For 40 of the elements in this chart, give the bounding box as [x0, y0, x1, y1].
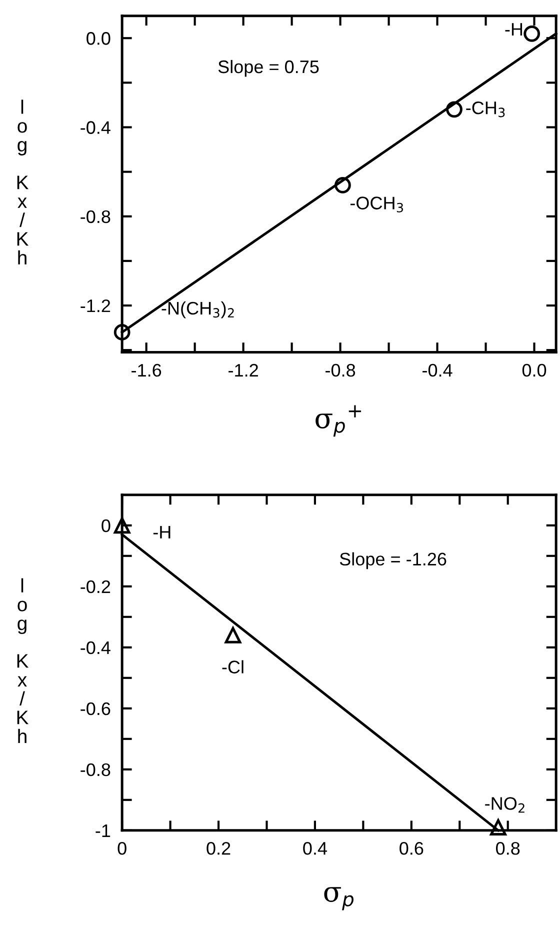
- x-tick-label: 0.8: [496, 842, 520, 855]
- x-tick-label: -1.6: [132, 364, 162, 377]
- annotation: -OCH$_{3}$: [350, 196, 403, 212]
- y-tick-label: -1: [96, 824, 110, 837]
- x-tick-label: 0.6: [400, 842, 424, 855]
- annotation: Slope = -1.26: [340, 552, 446, 570]
- x-tick-label: 0: [118, 842, 126, 855]
- x-tick-label: 0.4: [303, 842, 327, 855]
- point: [490, 819, 506, 836]
- y-axis-title: log Kx/Kh: [17, 100, 29, 264]
- x-axis-title: σ$_{p}$: [324, 887, 354, 910]
- y-tick-label: -0.4: [80, 641, 110, 654]
- x-tick-label: -1.2: [228, 364, 258, 376]
- point: [224, 627, 242, 644]
- annotation: Slope = 0.75: [218, 60, 319, 77]
- x-axis-title: σ$_{p}$$^{+}$: [316, 405, 362, 437]
- annotation: -H: [153, 526, 170, 538]
- x-tick-label: -0.8: [326, 364, 356, 377]
- y-tick-label: 0: [102, 519, 110, 532]
- y-tick-label: -0.8: [80, 763, 110, 776]
- x-tick-label: 0.0: [522, 364, 546, 377]
- y-tick-label: -0.4: [80, 121, 110, 134]
- annotation: -H: [505, 23, 522, 36]
- x-tick-label: 0.2: [206, 842, 230, 855]
- point: [334, 176, 351, 194]
- annotation: -CH$_{3}$: [466, 101, 505, 118]
- y-tick-label: -1.2: [80, 299, 110, 312]
- point: [114, 324, 130, 340]
- x-tick-label: -0.4: [422, 364, 452, 377]
- y-tick-label: 0.0: [86, 32, 110, 45]
- point: [524, 25, 540, 42]
- annotation: -N(CH$_{3}$)$_{2}$: [162, 301, 234, 318]
- y-tick-label: -0.8: [80, 210, 110, 224]
- y-axis-title: log Kx/Kh: [17, 578, 29, 743]
- annotation: -Cl: [222, 660, 244, 674]
- y-tick-label: -0.2: [80, 580, 110, 594]
- y-tick-label: -0.6: [80, 702, 110, 716]
- annotation: -NO$_{2}$: [485, 797, 524, 813]
- point: [114, 517, 130, 534]
- point: [446, 101, 462, 118]
